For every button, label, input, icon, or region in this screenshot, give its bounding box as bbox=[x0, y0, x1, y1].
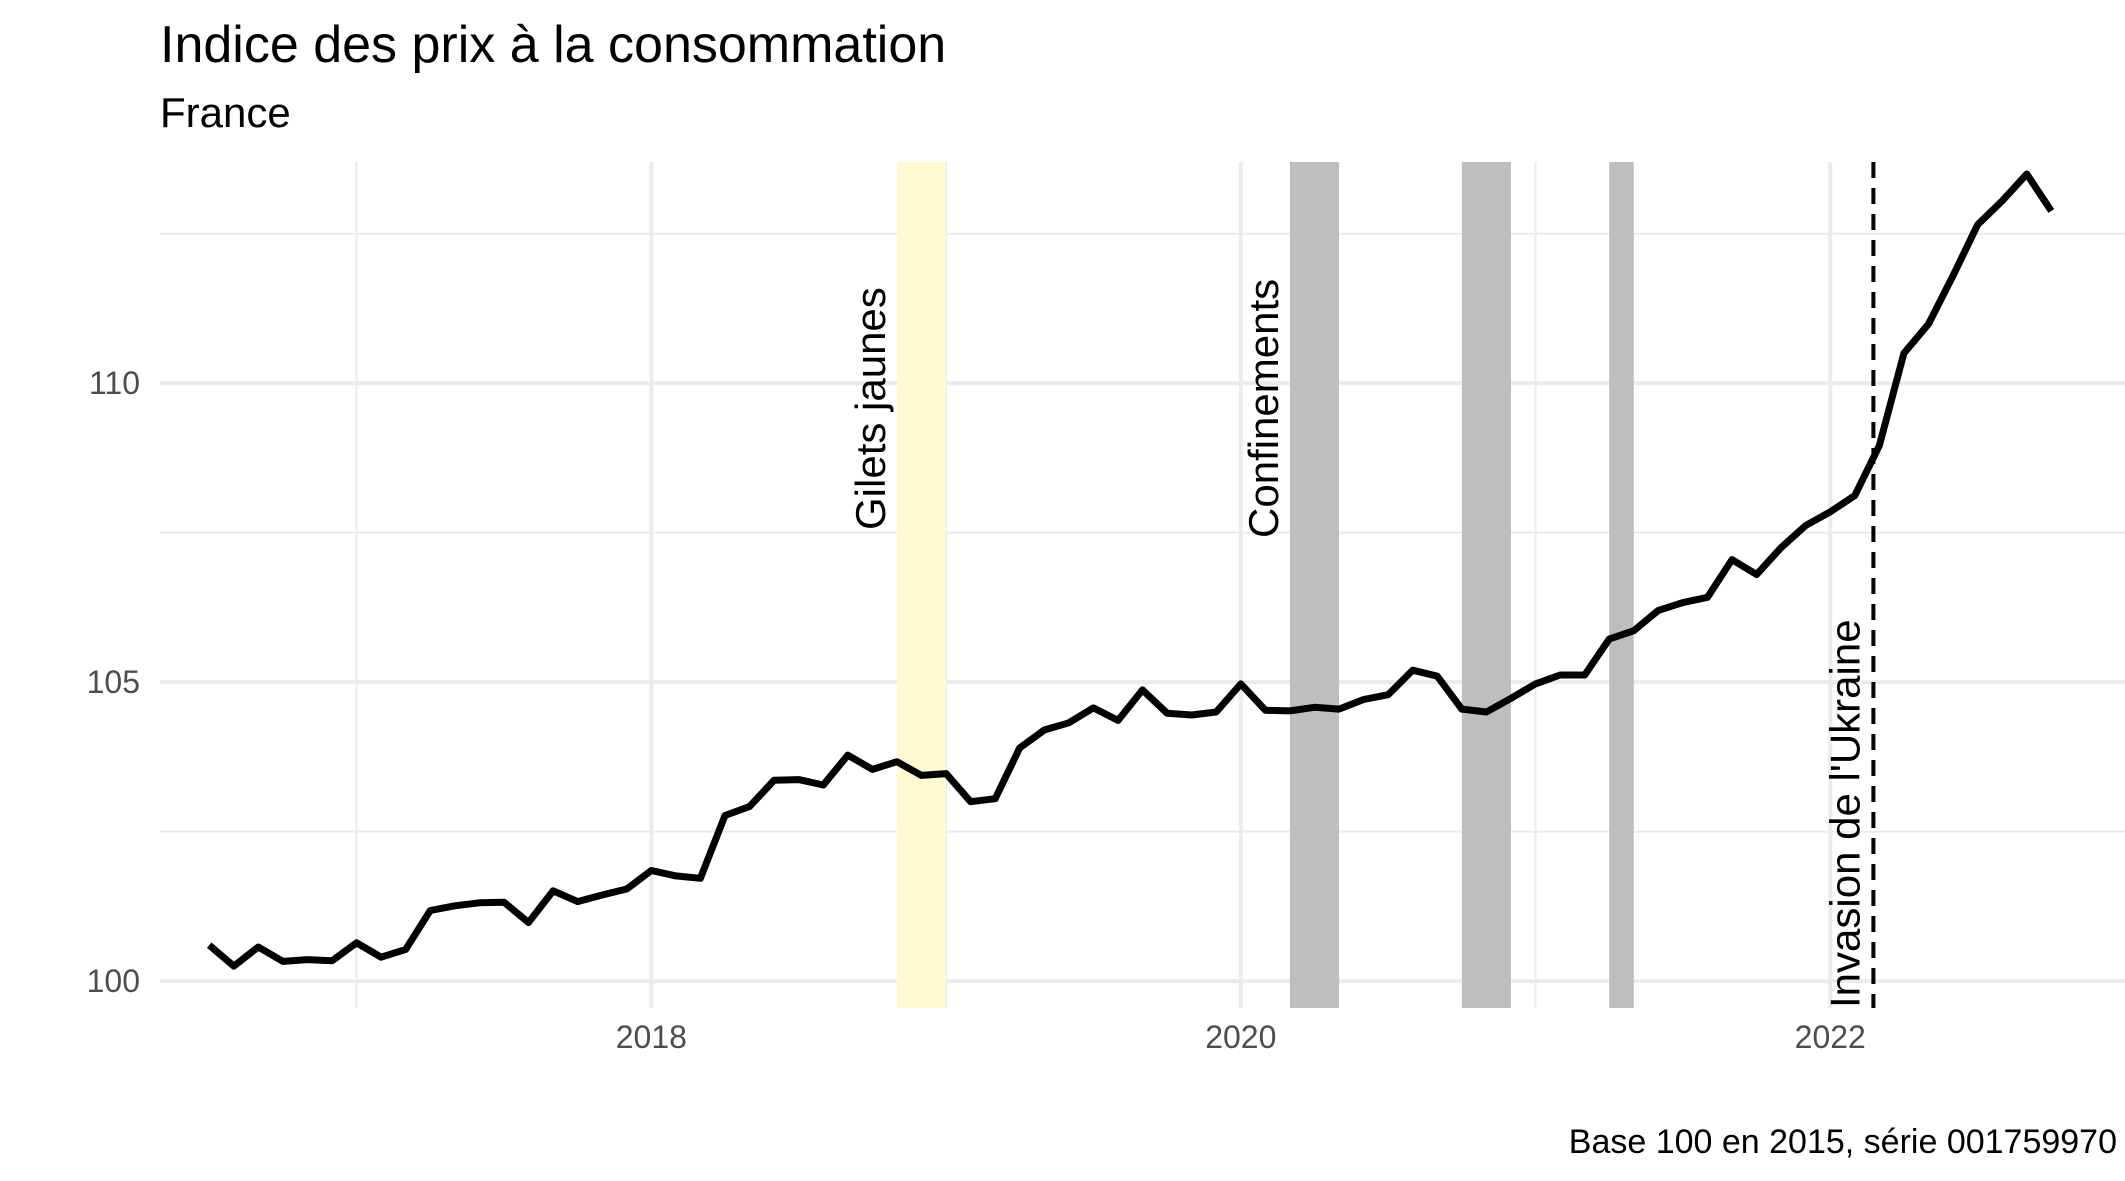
gilets-jaunes-label: Gilets jaunes bbox=[847, 287, 894, 530]
x-tick-label: 2022 bbox=[1795, 1019, 1866, 1055]
chart-subtitle: France bbox=[160, 89, 291, 136]
gilets-jaunes-band bbox=[896, 162, 947, 1008]
x-tick-label: 2018 bbox=[616, 1019, 687, 1055]
annotation-labels: Gilets jaunes Confinements Invasion de l'U… bbox=[847, 279, 1868, 1008]
y-tick-label: 110 bbox=[89, 365, 140, 401]
lockdown-band bbox=[1461, 162, 1511, 1008]
invasion-label: Invasion de l'Ukraine bbox=[1821, 619, 1868, 1008]
chart-title: Indice des prix à la consommation bbox=[160, 16, 947, 74]
series-line bbox=[206, 170, 2055, 970]
confinements-label: Confinements bbox=[1240, 279, 1287, 538]
x-tick-label: 2020 bbox=[1205, 1019, 1276, 1055]
y-tick-label: 105 bbox=[87, 664, 140, 700]
grid-lines bbox=[160, 162, 2125, 1008]
lockdown-band bbox=[1289, 162, 1340, 1008]
y-tick-label: 100 bbox=[87, 963, 140, 999]
annotation-bands bbox=[896, 162, 1634, 1008]
series-line-group bbox=[206, 170, 2055, 970]
axis-tick-labels: 2018 2020 2022 100 105 110 bbox=[87, 365, 1866, 1055]
chart-caption: Base 100 en 2015, série 001759970 bbox=[1568, 1123, 2117, 1161]
lockdown-band bbox=[1609, 162, 1634, 1008]
